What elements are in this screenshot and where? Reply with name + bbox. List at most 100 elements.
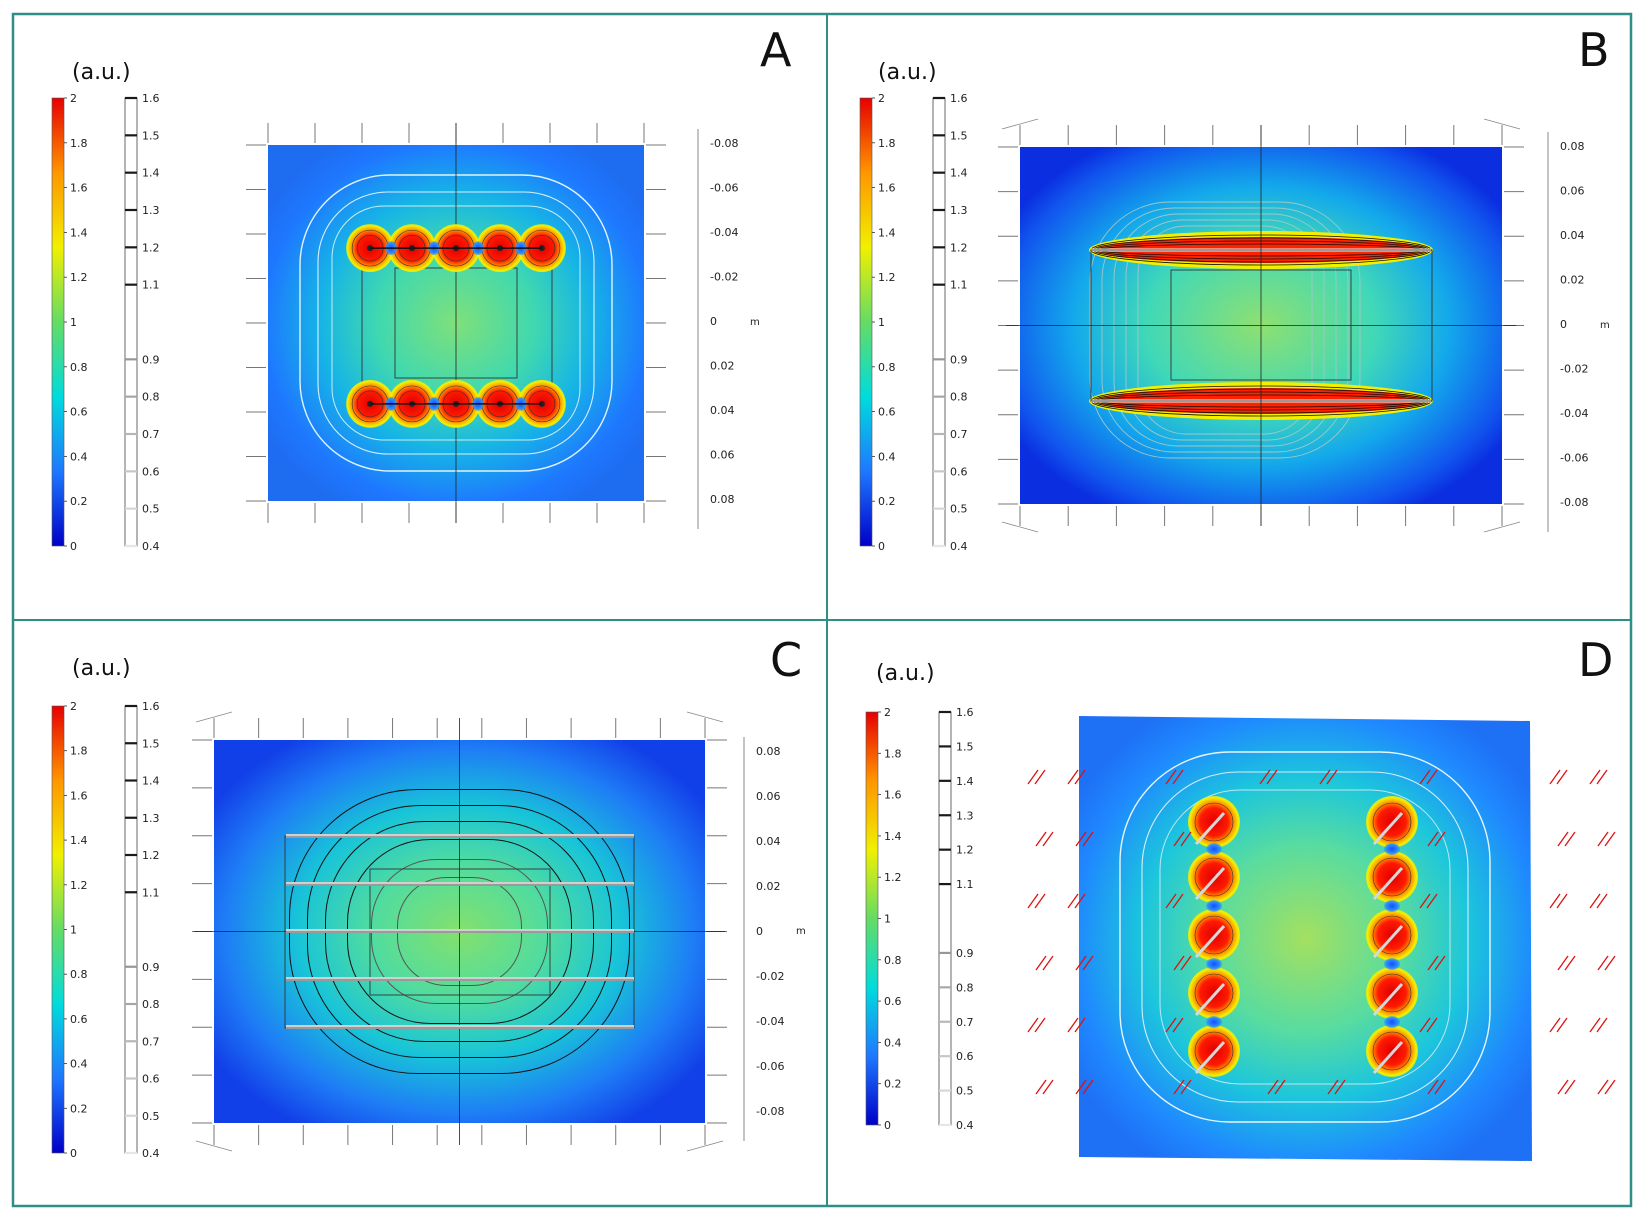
contour-legend-tick-label: 1.1 bbox=[142, 886, 160, 899]
field-arrow bbox=[1426, 1017, 1438, 1033]
contour-legend-tick-label: 0.4 bbox=[950, 540, 968, 553]
field-arrow bbox=[1426, 893, 1438, 909]
y-axis-tick-label: -0.02 bbox=[710, 271, 738, 284]
contour-line bbox=[1194, 857, 1234, 897]
y-axis-tick-label: 0.04 bbox=[710, 404, 735, 417]
field-coldspot bbox=[1384, 1016, 1400, 1028]
y-axis-tick-label: -0.06 bbox=[756, 1060, 784, 1073]
contour-legend-tick-label: 1.3 bbox=[142, 812, 160, 825]
field-arrow bbox=[1549, 893, 1561, 909]
field-coldspot bbox=[1384, 843, 1400, 855]
y-axis-unit-label: m bbox=[796, 926, 806, 937]
field-arrow bbox=[1172, 1017, 1184, 1033]
contour-line bbox=[1101, 207, 1349, 453]
contour-legend-tick-label: 0.9 bbox=[956, 947, 974, 960]
colorbar-tick-label: 2 bbox=[878, 92, 885, 105]
contour-line bbox=[1125, 219, 1325, 441]
contour-line bbox=[1372, 915, 1412, 955]
colorbar-tick-label: 1.6 bbox=[70, 789, 88, 802]
colorbar-tick-label: 1.4 bbox=[70, 226, 88, 239]
colorbar-tick-label: 0.4 bbox=[70, 450, 88, 463]
field-arrow bbox=[1034, 893, 1046, 909]
colorbar-tick-label: 0.6 bbox=[884, 995, 902, 1008]
field-arrow bbox=[1604, 955, 1616, 971]
coil-conductor bbox=[1372, 982, 1404, 1017]
y-axis-tick-label: 0.02 bbox=[710, 360, 735, 373]
field-arrow bbox=[1557, 955, 1569, 971]
panel-b: (a.u.) B 0 0.2 0.4 0.6 0.8 1 1.2 1.4 1.6 1.8 2 0.4 0.5… bbox=[859, 23, 1610, 553]
y-axis-tick-label: -0.06 bbox=[710, 182, 738, 195]
colorbar-tick-label: 1.2 bbox=[884, 871, 902, 884]
contour-line bbox=[1141, 771, 1469, 1103]
field-arrow bbox=[1434, 1079, 1446, 1095]
field-arrow bbox=[1075, 831, 1087, 847]
contour-legend-tick-label: 0.7 bbox=[142, 1035, 160, 1048]
panel-d: (a.u.) D 0 0.2 0.4 0.6 0.8 1 1.2 1.4 1.6 1.8 2 0.4 0.5… bbox=[865, 633, 1616, 1161]
contour-legend-tick-label: 1.4 bbox=[956, 775, 974, 788]
field-coldspot bbox=[1206, 1016, 1222, 1028]
contour-legend-tick-label: 0.6 bbox=[142, 1073, 160, 1086]
contour-legend-tick-label: 0.6 bbox=[956, 1050, 974, 1063]
colorbar bbox=[51, 705, 65, 1154]
contour-legend-tick-label: 1.3 bbox=[142, 204, 160, 217]
y-axis-tick-label: -0.02 bbox=[756, 970, 784, 983]
sample-outline bbox=[1170, 269, 1352, 381]
axis-box-edge bbox=[1001, 118, 1039, 130]
coil-conductor bbox=[1372, 811, 1404, 846]
field-arrow bbox=[1556, 769, 1568, 785]
contour-legend-tick-label: 1.6 bbox=[142, 92, 160, 105]
contour-legend-tick-label: 1.5 bbox=[956, 740, 974, 753]
colorbar-tick-label: 1 bbox=[70, 316, 77, 329]
y-axis-tick-label: 0.02 bbox=[1560, 274, 1585, 287]
field-arrow bbox=[1042, 1079, 1054, 1095]
colorbar-tick-label: 0.2 bbox=[70, 1102, 88, 1115]
axis-box-edge bbox=[1001, 521, 1039, 533]
y-axis-unit-label: m bbox=[750, 317, 760, 328]
units-label: (a.u.) bbox=[72, 656, 131, 681]
contour-legend-tick-label: 1.1 bbox=[956, 878, 974, 891]
panel-letter: D bbox=[1578, 633, 1613, 687]
field-coldspot bbox=[1384, 900, 1400, 912]
colorbar-tick-label: 2 bbox=[70, 92, 77, 105]
colorbar-tick-label: 1.2 bbox=[70, 271, 88, 284]
contour-legend-tick-label: 0.7 bbox=[950, 428, 968, 441]
y-axis-tick-label: 0.08 bbox=[1560, 140, 1585, 153]
contour-line bbox=[1372, 857, 1412, 897]
contour-legend-tick-label: 0.6 bbox=[142, 465, 160, 478]
y-axis-tick-label: 0 bbox=[1560, 318, 1567, 331]
colorbar-tick-label: 1.8 bbox=[70, 745, 88, 758]
field-arrow bbox=[1035, 831, 1047, 847]
field-arrow bbox=[1327, 1079, 1339, 1095]
field-arrow bbox=[1034, 1017, 1046, 1033]
contour-legend-tick-label: 0.5 bbox=[950, 503, 968, 516]
colorbar bbox=[859, 97, 873, 547]
contour-legend-tick-label: 1.5 bbox=[142, 737, 160, 750]
contour-legend-tick-label: 1.5 bbox=[142, 129, 160, 142]
contour-legend-tick-label: 0.4 bbox=[142, 540, 160, 553]
y-axis-tick-label: -0.06 bbox=[1560, 452, 1588, 465]
y-axis-tick-label: -0.08 bbox=[756, 1105, 784, 1118]
panel-a: (a.u.) A 0 0.2 0.4 0.6 0.8 1 1.2 1.4 1.6 1.8 2 0.4 0.5… bbox=[51, 23, 792, 553]
contour-legend-tick-label: 0.5 bbox=[956, 1085, 974, 1098]
field-arrow bbox=[1267, 1079, 1279, 1095]
field-arrow bbox=[1596, 893, 1608, 909]
axis-box-edge bbox=[686, 711, 724, 723]
coil-outline bbox=[1090, 249, 1433, 402]
field-arrow bbox=[1165, 769, 1177, 785]
contour-line bbox=[1194, 1031, 1234, 1071]
contour-line bbox=[1372, 973, 1412, 1013]
field-arrow bbox=[1074, 769, 1086, 785]
field-arrow bbox=[1082, 1079, 1094, 1095]
contour-line bbox=[1119, 751, 1491, 1123]
y-axis-tick-label: -0.08 bbox=[1560, 496, 1588, 509]
contour-line bbox=[1194, 973, 1234, 1013]
colorbar-tick-label: 1.4 bbox=[878, 226, 896, 239]
field-arrow bbox=[1027, 893, 1039, 909]
contour-legend-tick-label: 0.7 bbox=[142, 428, 160, 441]
field-arrow bbox=[1027, 1017, 1039, 1033]
field-arrow bbox=[1427, 831, 1439, 847]
colorbar-tick-label: 1.4 bbox=[70, 834, 88, 847]
field-arrow bbox=[1173, 1079, 1185, 1095]
colorbar-tick-label: 1.8 bbox=[70, 137, 88, 150]
colorbar-tick-label: 1.6 bbox=[884, 789, 902, 802]
